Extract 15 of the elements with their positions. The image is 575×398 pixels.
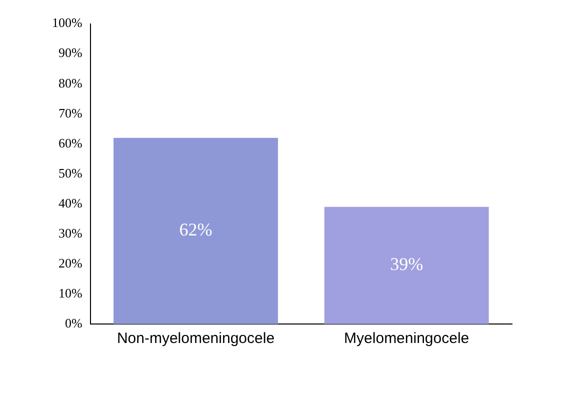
x-tick-label: Non-myelomeningocele	[116, 330, 275, 348]
y-tick-label: 20%	[58, 255, 82, 270]
x-tick-label: Myelomeningocele	[344, 330, 470, 348]
y-tick-label: 90%	[58, 45, 82, 60]
y-tick-label: 40%	[58, 195, 82, 210]
y-tick-label: 50%	[58, 165, 82, 180]
y-tick-label: 10%	[58, 285, 82, 300]
data-label: 62%	[179, 220, 212, 240]
data-label: 39%	[390, 254, 424, 274]
y-tick-label: 100%	[52, 15, 82, 30]
y-tick-label: 30%	[58, 225, 82, 240]
y-tick-label: 80%	[58, 75, 82, 90]
y-tick-label: 0%	[64, 315, 82, 330]
y-tick-label: 60%	[58, 135, 82, 150]
y-tick-label: 70%	[58, 105, 82, 120]
